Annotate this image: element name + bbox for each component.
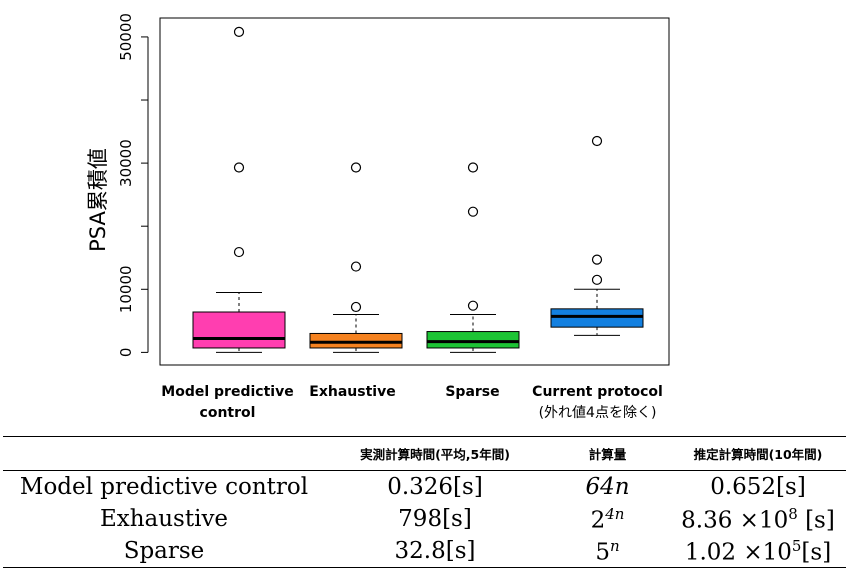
estimated-unit: [s] xyxy=(801,539,832,566)
y-tick-label: 30000 xyxy=(117,139,135,187)
complexity-exponent: 4n xyxy=(605,504,625,523)
measured-time: 32.8[s] xyxy=(394,538,476,564)
outlier-point xyxy=(467,300,479,311)
outlier-point xyxy=(350,301,362,313)
table-header: 推定計算時間(10年間) xyxy=(693,447,823,462)
table-row: Model predictive control 0.326[s] 64n 0.… xyxy=(3,471,846,504)
outlier-point xyxy=(467,206,479,217)
category-label-text: Sparse xyxy=(445,384,500,400)
y-axis: 0 10000 30000 50000 xyxy=(117,13,149,358)
outlier-point xyxy=(350,261,362,272)
table-row: Sparse 32.8[s] 5n 1.02 ×105[s] xyxy=(3,535,846,568)
category-label-exhaustive: Exhaustive xyxy=(290,382,415,403)
box-3 xyxy=(426,162,520,353)
box-2 xyxy=(309,162,403,353)
y-axis-label: PSA累積値 xyxy=(86,148,110,252)
complexity: 64n xyxy=(545,471,670,504)
category-label-sparse: Sparse xyxy=(420,382,525,403)
category-label-text: Exhaustive xyxy=(309,384,396,400)
complexity-exponent: n xyxy=(609,536,620,555)
method-name: Model predictive control xyxy=(19,474,309,500)
complexity-base: 2 xyxy=(590,507,606,534)
outlier-point xyxy=(591,135,603,147)
estimated-time: 8.36 ×108 [s] xyxy=(670,503,846,535)
results-table: 実測計算時間(平均,5年間) 計算量 推定計算時間(10年間) Model pr… xyxy=(3,436,846,568)
category-label-text: Current protocol xyxy=(532,384,663,400)
complexity-base: 64n xyxy=(585,474,630,500)
box-body xyxy=(550,308,644,328)
estimated-mantissa: 8.36 ×10 xyxy=(681,507,789,534)
estimated-exponent: 5 xyxy=(791,536,802,555)
complexity: 5n xyxy=(545,535,670,568)
box-body xyxy=(192,311,286,349)
box-body xyxy=(309,332,403,349)
complexity: 24n xyxy=(545,503,670,535)
outlier-point xyxy=(233,26,245,37)
outlier-point xyxy=(350,162,362,173)
estimated-unit: [s] xyxy=(797,507,835,534)
method-name: Sparse xyxy=(123,538,205,564)
table-header xyxy=(3,437,325,471)
table-header: 計算量 xyxy=(588,447,627,462)
table-header-row: 実測計算時間(平均,5年間) 計算量 推定計算時間(10年間) xyxy=(3,436,846,471)
box-1 xyxy=(192,26,286,353)
category-label-model-predictive: Model predictive control xyxy=(150,382,305,424)
method-name: Exhaustive xyxy=(99,506,229,532)
estimated-time: 1.02 ×105[s] xyxy=(670,535,846,568)
category-label-current-protocol: Current protocol (外れ値4点を除く) xyxy=(505,382,690,424)
table-header: 実測計算時間(平均,5年間) xyxy=(360,447,510,462)
estimated-exponent: 8 xyxy=(788,504,798,523)
estimated-mantissa: 1.02 ×10 xyxy=(684,539,792,566)
box-body xyxy=(426,331,520,349)
box-plot-chart: 0 10000 30000 50000 PSA累積値 xyxy=(86,13,670,366)
y-tick-label: 0 xyxy=(117,348,135,358)
outlier-point xyxy=(233,246,245,258)
y-tick-label: 50000 xyxy=(117,13,135,61)
plot-frame xyxy=(159,17,670,366)
measured-time: 798[s] xyxy=(398,506,472,532)
table-row: Exhaustive 798[s] 24n 8.36 ×108 [s] xyxy=(3,503,846,535)
category-sublabel: (外れ値4点を除く) xyxy=(538,405,657,421)
box-4 xyxy=(550,135,644,336)
outlier-point xyxy=(233,162,245,173)
outlier-point xyxy=(467,162,479,173)
measured-time: 0.326[s] xyxy=(387,474,483,500)
complexity-base: 5 xyxy=(595,539,610,566)
y-tick-label: 10000 xyxy=(117,265,135,313)
box-series xyxy=(192,26,644,353)
outlier-point xyxy=(591,254,603,265)
estimated-time: 0.652[s] xyxy=(710,474,806,500)
category-label-text: Model predictive control xyxy=(161,384,294,421)
outlier-point xyxy=(591,274,603,285)
